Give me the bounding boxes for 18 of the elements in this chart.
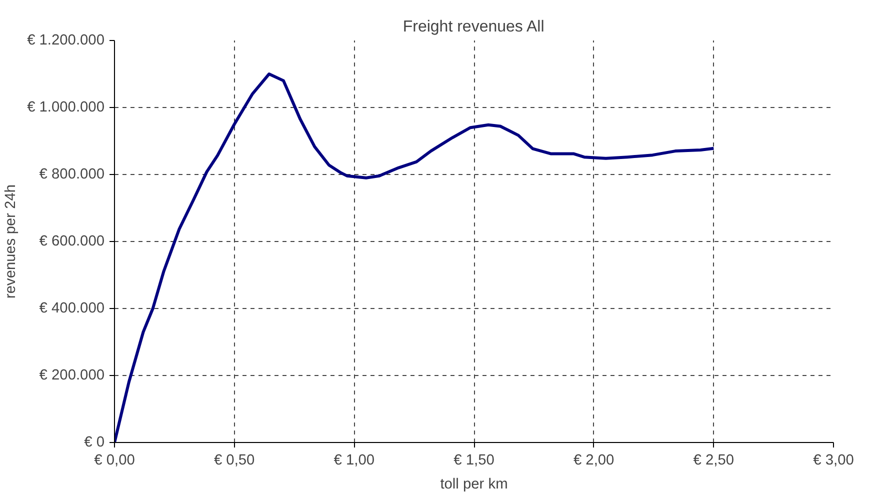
y-tick-label: € 800.000 xyxy=(39,166,104,182)
y-tick-label: € 600.000 xyxy=(39,234,104,250)
y-tick-label: € 400.000 xyxy=(39,300,104,316)
y-tick-label: € 1.200.000 xyxy=(27,32,105,48)
x-tick-label: € 2,00 xyxy=(573,452,614,468)
line-series xyxy=(114,72,716,442)
x-tick-label: € 1,50 xyxy=(454,452,494,468)
x-tick-label: € 0,00 xyxy=(94,452,135,468)
x-tick-label: € 3,00 xyxy=(813,452,854,468)
y-tick-label: € 1.000.000 xyxy=(27,100,105,116)
x-tick-label: € 0,50 xyxy=(214,452,255,468)
x-axis-title: toll per km xyxy=(440,476,508,492)
y-tick-label: € 200.000 xyxy=(39,368,104,384)
y-axis-title: revenues per 24h xyxy=(3,184,20,299)
chart-title: Freight revenues All xyxy=(402,18,544,36)
x-tick-label: € 2,50 xyxy=(693,452,734,468)
x-tick-label: € 1,00 xyxy=(334,452,375,468)
y-tick-label: € 0 xyxy=(84,434,104,450)
